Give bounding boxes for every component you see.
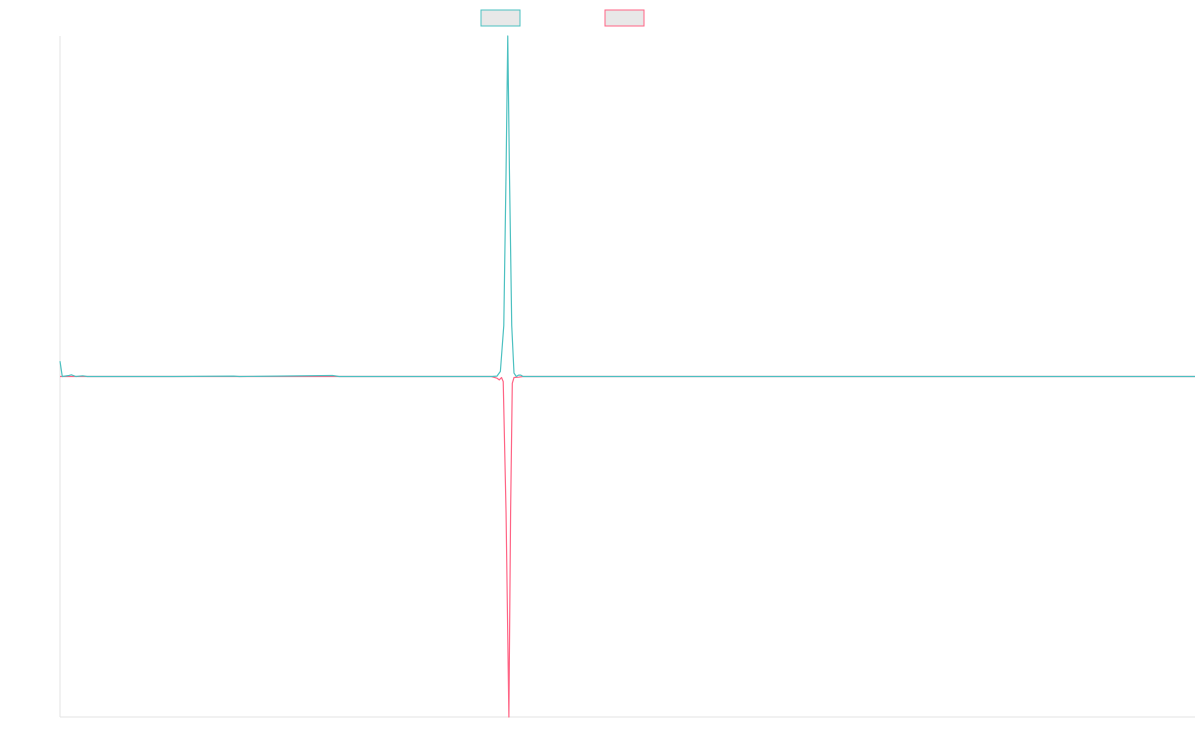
series-layer <box>59 35 1195 718</box>
series-line-series-a <box>59 35 1195 378</box>
legend <box>480 9 645 27</box>
legend-swatch-series-a[interactable] <box>480 9 521 27</box>
legend-swatch-series-b[interactable] <box>604 9 645 27</box>
series-line-series-b <box>60 375 1195 718</box>
